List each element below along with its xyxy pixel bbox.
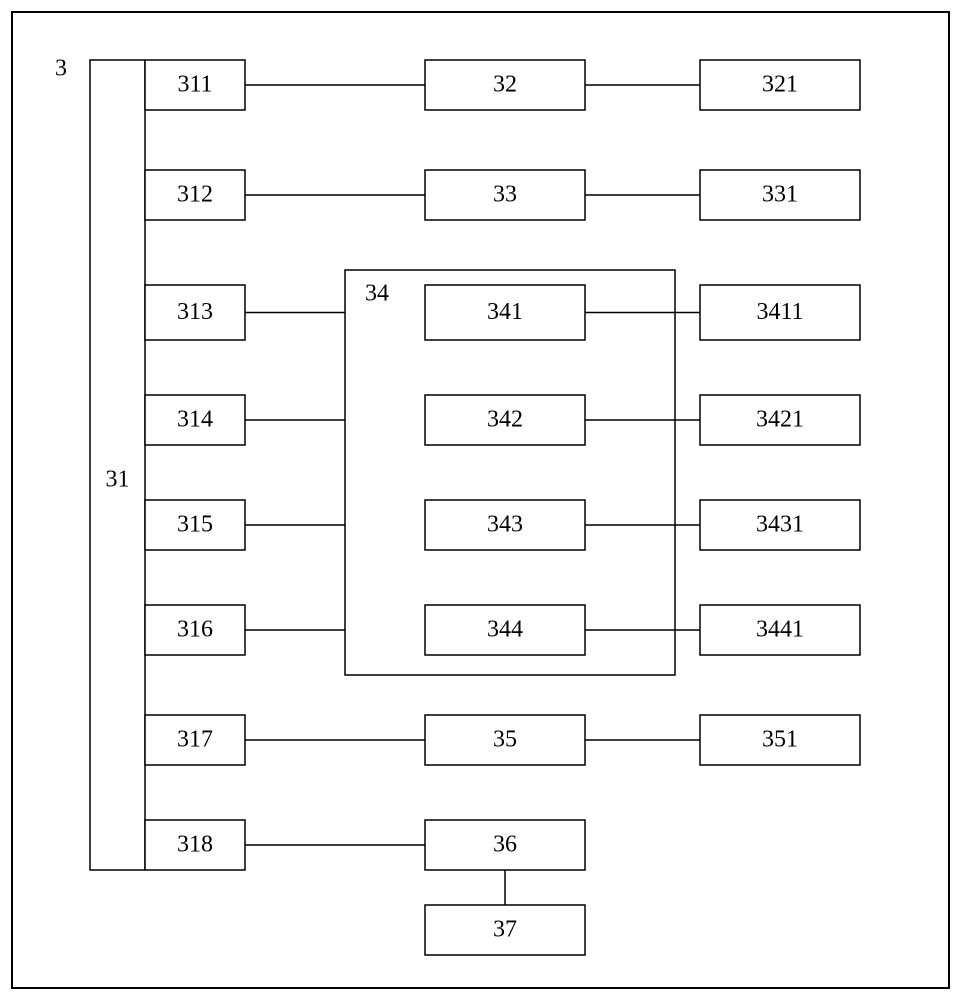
node-342-label: 342 (487, 407, 523, 433)
node-351-label: 351 (762, 727, 798, 753)
node-341-label: 341 (487, 299, 523, 325)
node-31-label: 31 (106, 467, 130, 493)
node-3411-label: 3411 (756, 299, 803, 325)
node-311-label: 311 (177, 72, 212, 98)
node-32-label: 32 (493, 72, 517, 98)
node-3441-label: 3441 (756, 617, 804, 643)
node-3431-label: 3431 (756, 512, 804, 538)
node-31 (90, 60, 145, 870)
node-343-label: 343 (487, 512, 523, 538)
node-312-label: 312 (177, 182, 213, 208)
node-3421-label: 3421 (756, 407, 804, 433)
node-344-label: 344 (487, 617, 523, 643)
node-318-label: 318 (177, 832, 213, 858)
group-34-label: 34 (365, 281, 389, 307)
diagram-svg: 3313113123133143153163173183432333413423… (0, 0, 961, 1000)
node-37-label: 37 (493, 917, 517, 943)
node-316-label: 316 (177, 617, 213, 643)
node-331-label: 331 (762, 182, 798, 208)
node-317-label: 317 (177, 727, 213, 753)
node-314-label: 314 (177, 407, 213, 433)
node-313-label: 313 (177, 299, 213, 325)
node-36-label: 36 (493, 832, 517, 858)
node-33-label: 33 (493, 182, 517, 208)
root-outer-label: 3 (55, 56, 67, 82)
node-315-label: 315 (177, 512, 213, 538)
node-321-label: 321 (762, 72, 798, 98)
node-35-label: 35 (493, 727, 517, 753)
